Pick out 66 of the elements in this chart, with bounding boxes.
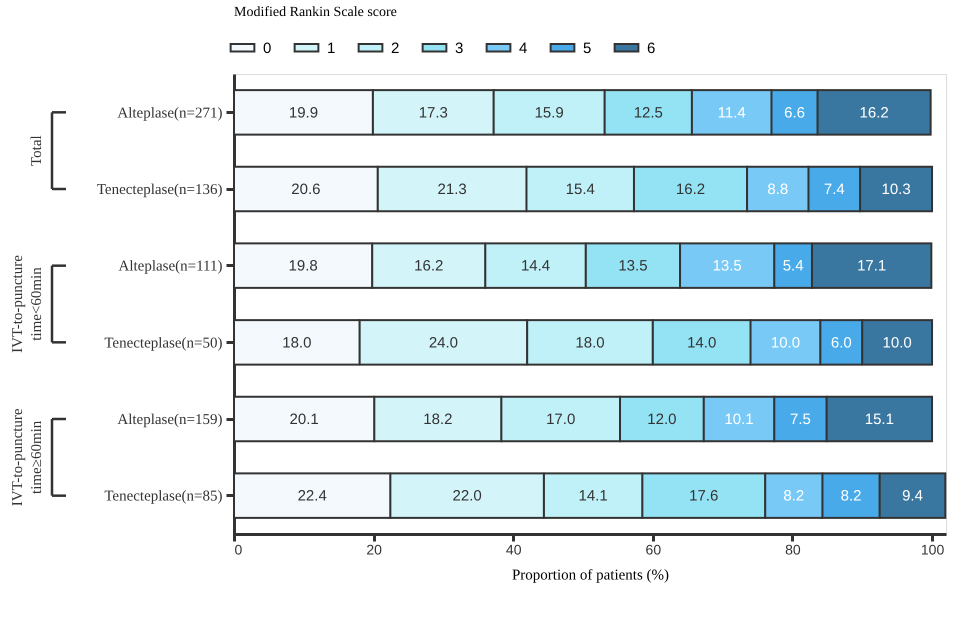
- data-label: 22.4: [298, 488, 327, 505]
- data-label: 15.9: [534, 104, 564, 122]
- legend-label: 0: [263, 40, 272, 57]
- data-label: 22.0: [452, 488, 482, 505]
- data-label: 10.1: [724, 411, 754, 428]
- data-label: 5.4: [782, 258, 804, 275]
- legend-label: 6: [647, 40, 656, 57]
- data-label: 19.9: [288, 104, 318, 122]
- data-label: 17.6: [689, 488, 718, 505]
- data-label: 7.4: [824, 181, 845, 198]
- data-label: 20.1: [290, 411, 319, 428]
- y-tick-label: Alteplase(n=271): [117, 105, 222, 122]
- data-label: 6.6: [784, 104, 805, 122]
- y-tick-label: Alteplase(n=111): [118, 258, 222, 275]
- legend-label: 4: [519, 40, 528, 57]
- x-tick-label: 40: [506, 542, 522, 558]
- x-tick-label: 60: [646, 542, 662, 558]
- data-label: 21.3: [438, 181, 467, 198]
- data-label: 18.0: [282, 334, 312, 352]
- data-label: 10.0: [770, 334, 800, 352]
- legend-label: 1: [327, 40, 336, 57]
- data-label: 10.3: [881, 181, 911, 198]
- data-label: 17.1: [857, 258, 886, 275]
- data-label: 8.2: [783, 488, 804, 505]
- legend-title: Modified Rankin Scale score: [234, 5, 397, 20]
- text: IVT-to-puncture time≥60min: [10, 408, 45, 506]
- data-label: 15.1: [864, 411, 894, 428]
- data-label: 20.6: [291, 181, 320, 198]
- text: IVT-to-puncture time<60min: [10, 254, 45, 353]
- data-label: 8.2: [840, 488, 862, 505]
- data-label: 17.3: [418, 104, 448, 122]
- legend-label: 5: [583, 40, 592, 57]
- data-label: 18.2: [423, 411, 452, 428]
- data-label: 8.8: [767, 181, 788, 198]
- data-label: 14.4: [520, 258, 550, 275]
- legend-label: 3: [455, 40, 464, 57]
- data-label: 18.0: [575, 334, 605, 352]
- data-label: 17.0: [546, 411, 576, 428]
- data-label: 24.0: [428, 334, 458, 352]
- data-label: 12.0: [647, 411, 676, 428]
- data-label: 10.0: [882, 334, 912, 352]
- y-tick-label: Tenecteplase(n=85): [104, 488, 222, 505]
- x-tick-label: 0: [234, 542, 242, 558]
- data-label: 12.5: [634, 104, 663, 122]
- legend-label: 2: [391, 40, 400, 57]
- text: Total: [29, 135, 45, 166]
- x-tick-label: 20: [366, 542, 382, 558]
- y-tick-label: Tenecteplase(n=136): [96, 182, 222, 198]
- data-label: 13.5: [712, 258, 742, 275]
- data-label: 9.4: [902, 488, 923, 505]
- data-label: 14.1: [578, 488, 608, 505]
- data-label: 16.2: [676, 181, 706, 198]
- data-label: 16.2: [860, 104, 889, 122]
- x-axis-title: Proportion of patients (%): [512, 568, 670, 584]
- data-label: 6.0: [830, 334, 852, 352]
- data-label: 16.2: [414, 258, 444, 275]
- data-label: 19.8: [288, 258, 318, 275]
- data-label: 11.4: [718, 104, 746, 122]
- x-tick-label: 80: [785, 542, 801, 558]
- data-label: 15.4: [566, 181, 595, 198]
- data-label: 13.5: [618, 258, 648, 275]
- data-label: 14.0: [687, 334, 716, 352]
- y-tick-label: Tenecteplase(n=50): [104, 335, 222, 352]
- x-tick-label: 100: [920, 542, 944, 558]
- data-label: 7.5: [790, 411, 811, 428]
- y-tick-label: Alteplase(n=159): [117, 412, 222, 428]
